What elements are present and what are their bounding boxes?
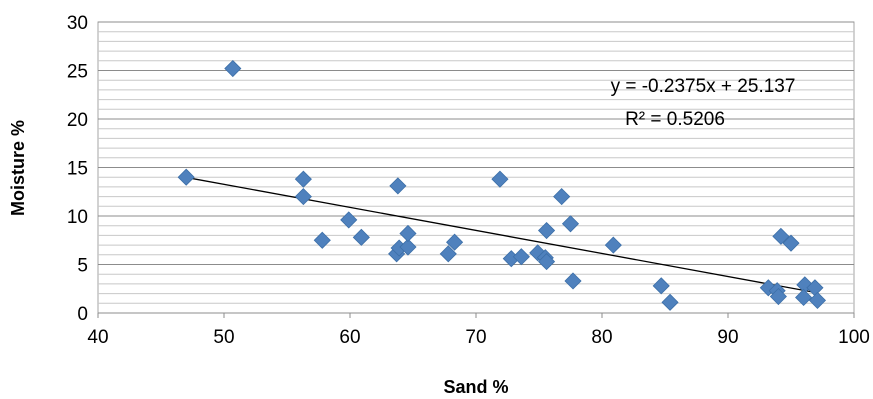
x-tick-label: 90 [717, 327, 738, 348]
y-axis-tick-labels: 0 5 10 15 20 25 30 [67, 13, 88, 325]
x-tick-label: 70 [465, 327, 486, 348]
data-point [537, 221, 556, 240]
y-tick-label: 0 [77, 304, 88, 325]
data-point [340, 211, 358, 229]
x-tick-label: 50 [213, 327, 234, 348]
x-axis-title: Sand % [443, 377, 508, 397]
data-point [808, 291, 827, 309]
data-point [399, 224, 417, 243]
minor-grid [98, 31, 854, 304]
x-axis-tick-labels: 40 50 60 70 80 90 100 [87, 313, 870, 348]
trendline-r-squared: R² = 0.5206 [625, 109, 725, 130]
y-tick-label: 5 [77, 256, 88, 277]
data-point [399, 238, 417, 256]
data-point [769, 287, 787, 306]
data-point [795, 288, 813, 307]
x-tick-label: 80 [591, 327, 612, 348]
data-point [661, 293, 679, 311]
data-points [177, 59, 827, 311]
x-tick-label: 60 [339, 327, 360, 348]
data-point [389, 177, 407, 195]
data-point [537, 253, 556, 271]
data-point [564, 272, 582, 290]
data-point [439, 245, 457, 263]
data-point [491, 170, 509, 188]
y-tick-label: 20 [67, 110, 88, 131]
x-tick-label: 100 [838, 327, 870, 348]
data-point [177, 168, 195, 186]
data-point [553, 188, 571, 206]
data-point [446, 233, 464, 251]
data-point [782, 234, 800, 252]
data-point [604, 236, 622, 254]
data-point [313, 231, 331, 249]
data-point [294, 170, 312, 188]
y-tick-label: 30 [67, 13, 88, 34]
data-point [294, 188, 312, 206]
trendline-group [186, 176, 817, 294]
y-tick-label: 10 [67, 207, 88, 228]
x-tick-label: 40 [87, 327, 108, 348]
y-tick-label: 25 [67, 62, 88, 83]
data-point [652, 277, 670, 295]
data-point [224, 59, 242, 78]
data-point [772, 227, 790, 245]
data-point [561, 215, 580, 233]
trendline-equation: y = -0.2375x + 25.137 [611, 76, 796, 97]
data-point [352, 228, 370, 246]
y-axis-title: Moisture % [8, 120, 28, 216]
y-tick-label: 15 [67, 159, 88, 180]
data-point [512, 248, 530, 266]
trendline [186, 176, 817, 294]
